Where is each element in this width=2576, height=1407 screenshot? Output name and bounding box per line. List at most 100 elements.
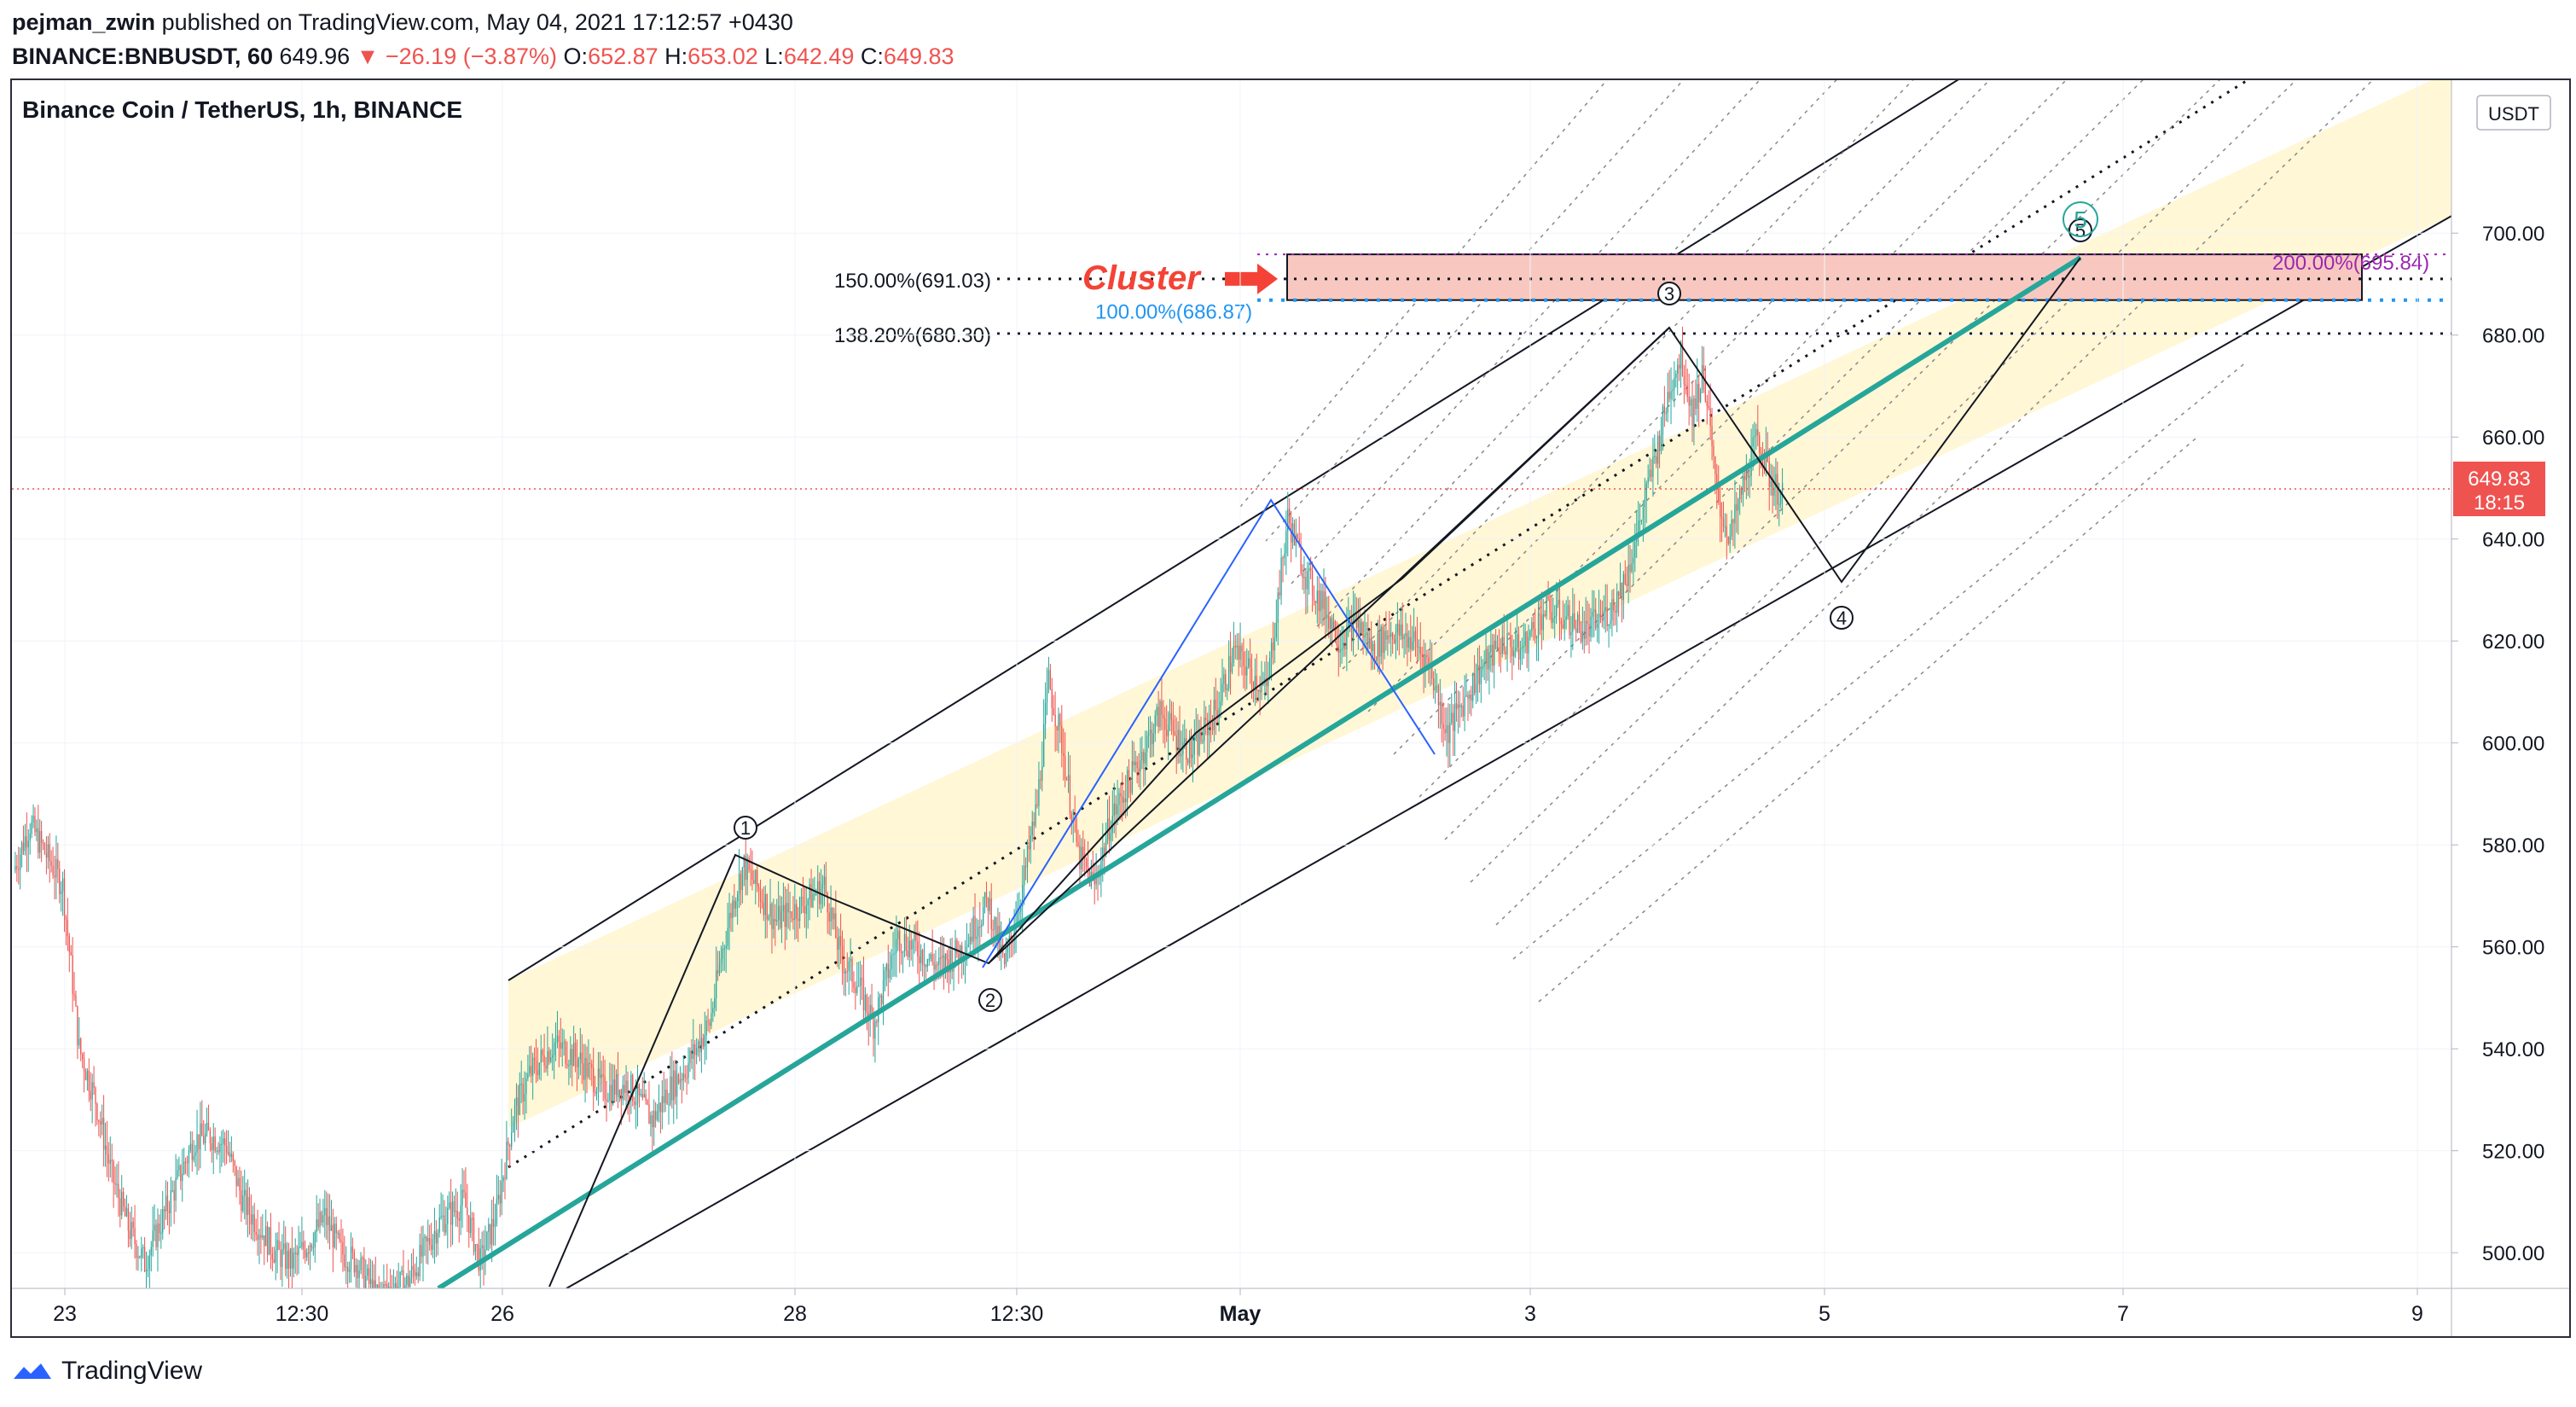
footer-brand[interactable]: TradingView (61, 1357, 203, 1385)
candle-up (409, 1277, 411, 1287)
candle-down (1367, 632, 1369, 648)
candle-up (502, 1177, 504, 1182)
candle-down (1703, 364, 1705, 376)
candle-down (632, 1074, 634, 1102)
y-tick-label: 540.00 (2482, 1038, 2544, 1061)
candle-down (255, 1231, 257, 1235)
candle-up (1475, 683, 1477, 694)
candle-down (1492, 644, 1494, 666)
candle-up (1472, 673, 1474, 701)
candle-up (1396, 623, 1399, 632)
candle-up (1749, 475, 1750, 478)
candle-down (1759, 435, 1761, 453)
y-tick-label: 640.00 (2482, 529, 2544, 552)
candle-down (374, 1280, 376, 1288)
candle-down (1371, 637, 1372, 652)
candle-down (846, 971, 848, 973)
publisher-name[interactable]: pejman_zwin (12, 9, 156, 35)
price-chart[interactable]: 150.00%(691.03) 138.20%(680.30) 100.00%(68… (12, 80, 2571, 1338)
candle-up (741, 867, 744, 891)
candle-down (931, 954, 933, 962)
candle-up (723, 948, 725, 951)
candle-down (1540, 615, 1543, 631)
candle-up (148, 1255, 151, 1270)
candle-down (310, 1244, 313, 1247)
candle-up (242, 1195, 244, 1212)
candle-up (1303, 577, 1305, 578)
candle-up (550, 1057, 552, 1062)
candle-up (470, 1218, 472, 1234)
candle-down (1065, 779, 1068, 781)
candle-down (787, 903, 789, 913)
candle-up (1745, 463, 1748, 480)
candle-down (73, 994, 75, 996)
candle-up (438, 1217, 440, 1233)
candle-down (102, 1118, 105, 1150)
footer: TradingView (12, 1357, 202, 1386)
wave-drawings[interactable] (437, 255, 2082, 1291)
fan-line (1444, 80, 2220, 840)
currency-box[interactable] (2476, 95, 2551, 131)
candle-up (941, 955, 943, 958)
candle-up (32, 816, 34, 823)
candle-down (1668, 392, 1670, 399)
candle-down (1663, 406, 1666, 414)
candle-up (1677, 364, 1679, 375)
trend-line[interactable] (437, 255, 2082, 1291)
candle-down (1334, 621, 1337, 642)
candle-down (1036, 804, 1038, 806)
candle-up (486, 1231, 488, 1250)
candle-up (519, 1084, 520, 1115)
candle-down (620, 1090, 622, 1101)
candle-up (1044, 702, 1047, 724)
candle-down (1428, 657, 1430, 665)
zigzag-blue-waves[interactable] (982, 498, 1436, 968)
candle-up (1357, 619, 1359, 628)
candle-down (1375, 660, 1378, 661)
candle-down (522, 1084, 524, 1102)
fan-line (1419, 80, 2144, 798)
candle-up (858, 985, 860, 987)
candle-down (574, 1043, 577, 1058)
candle-down (1063, 753, 1065, 757)
candle-up (1581, 631, 1584, 642)
candle-down (1070, 813, 1072, 823)
candle-down (340, 1240, 342, 1242)
candle-down (1761, 457, 1764, 468)
candle-up (1198, 731, 1200, 755)
candle-up (579, 1052, 581, 1060)
tradingview-logo-icon[interactable] (12, 1360, 53, 1382)
candle-up (221, 1143, 223, 1146)
candle-up (689, 1050, 691, 1063)
channel-lower-line[interactable] (566, 214, 2454, 1289)
candle-up (394, 1282, 397, 1291)
candle-down (771, 904, 773, 929)
candle-up (794, 904, 796, 921)
chart-frame[interactable]: 150.00%(691.03) 138.20%(680.30) 100.00%(68… (10, 78, 2571, 1338)
candle-up (1611, 599, 1613, 621)
candle-down (96, 1103, 98, 1120)
candle-down (1613, 599, 1615, 612)
candle-down (841, 945, 844, 962)
candle-up (1514, 647, 1517, 651)
zigzag-black-inner[interactable] (988, 327, 1670, 964)
candle-up (679, 1079, 682, 1084)
candle-down (839, 936, 842, 946)
candle-down (1061, 725, 1063, 753)
candle-down (509, 1145, 511, 1147)
candle-down (543, 1055, 545, 1067)
candle-up (196, 1134, 198, 1153)
last-price-tag[interactable] (2453, 461, 2545, 516)
candle-up (451, 1201, 454, 1225)
candle-up (720, 958, 722, 964)
candle-up (345, 1266, 347, 1269)
candle-down (143, 1247, 146, 1272)
candle-up (301, 1241, 303, 1247)
candle-up (525, 1078, 527, 1094)
last-price-tag-value: 649.83 (2468, 468, 2530, 491)
candle-down (796, 904, 798, 919)
wave-2-label: 2 (985, 990, 995, 1011)
candle-down (317, 1219, 319, 1228)
candle-up (515, 1097, 518, 1106)
